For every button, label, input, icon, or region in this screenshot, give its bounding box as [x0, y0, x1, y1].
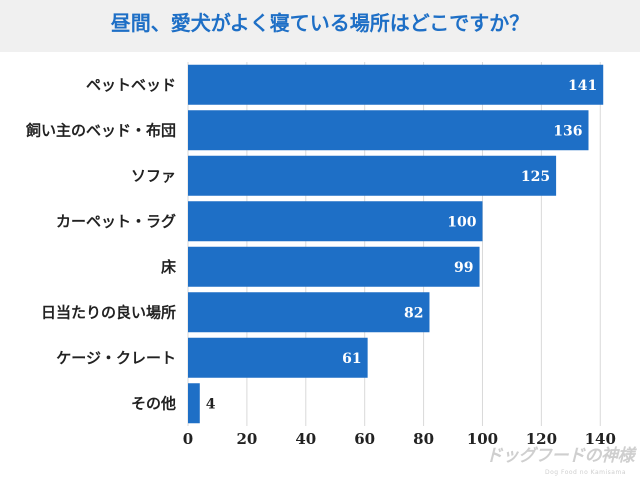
- bar-6: [188, 337, 368, 378]
- category-label-4: 床: [161, 258, 177, 276]
- value-label-6: 61: [342, 351, 361, 367]
- category-label-7: その他: [131, 394, 176, 412]
- x-tick-label-7: 140: [585, 430, 616, 448]
- bar-7: [188, 383, 200, 424]
- category-label-0: ペットベッド: [86, 76, 176, 94]
- site-logo: ドッグフードの神様: [485, 446, 635, 466]
- category-label-1: 飼い主のベッド・布団: [25, 121, 176, 139]
- x-tick-label-6: 120: [526, 430, 557, 448]
- bar-layer: [188, 64, 604, 424]
- category-label-5: 日当たりの良い場所: [41, 303, 176, 321]
- value-label-5: 82: [404, 305, 423, 321]
- x-tick-label-0: 0: [183, 430, 193, 448]
- category-label-6: ケージ・クレート: [56, 349, 176, 367]
- bar-2: [188, 155, 557, 196]
- category-label-2: ソファ: [131, 167, 176, 185]
- bar-0: [188, 64, 604, 105]
- value-label-4: 99: [454, 260, 473, 276]
- x-tick-label-3: 60: [354, 430, 375, 448]
- value-label-2: 125: [521, 169, 550, 185]
- label-layer: 0 20 40 60 80 100 120 140 ペットベッド 141 飼い主のベッド・布団 136…: [25, 76, 616, 448]
- title-bar: [0, 0, 640, 52]
- x-tick-label-2: 40: [295, 430, 316, 448]
- x-tick-label-1: 20: [236, 430, 257, 448]
- value-label-3: 100: [447, 214, 476, 230]
- bar-5: [188, 292, 430, 333]
- bar-4: [188, 246, 480, 287]
- value-label-0: 141: [568, 78, 597, 94]
- value-label-1: 136: [553, 123, 582, 139]
- bar-1: [188, 110, 589, 151]
- value-label-7: 4: [206, 396, 216, 412]
- x-tick-label-4: 80: [413, 430, 434, 448]
- category-label-3: カーペット・ラグ: [56, 212, 176, 230]
- x-tick-label-5: 100: [467, 430, 498, 448]
- site-logo-subtitle: Dog Food no Kamisama: [544, 469, 626, 476]
- bar-3: [188, 201, 483, 242]
- chart-title: 昼間、愛犬がよく寝ている場所はどこですか？: [110, 11, 530, 35]
